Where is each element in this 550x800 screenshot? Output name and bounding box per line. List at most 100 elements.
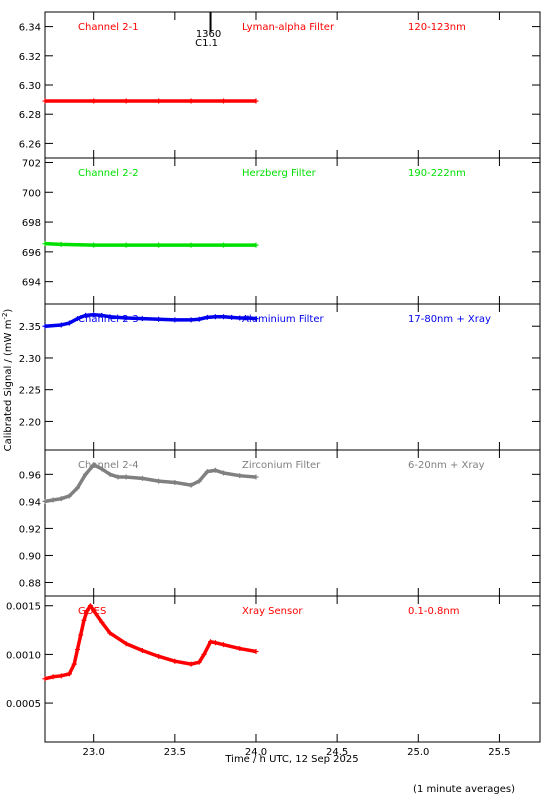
data-point [172,317,178,323]
data-point [156,316,162,322]
data-point [204,469,210,475]
data-point [221,642,227,648]
y-tick-label: 6.28 [19,110,41,121]
data-point [229,314,235,320]
y-tick-label: 0.0010 [6,650,41,661]
panel-frame [44,449,541,597]
channel-label: Channel 2-4 [78,460,139,471]
panel-3: 2.20 2.25 2.30 2.35 Channel 2-3 Aluminium Fil… [19,303,541,451]
channel-label: GOES [78,606,106,617]
data-point [42,323,48,329]
data-point [123,641,129,647]
y-tick-label: 6.34 [19,23,41,34]
range-label: 120-123nm [408,22,466,33]
data-point [99,312,105,318]
data-point [115,474,121,480]
x-tick-label: 25.5 [488,747,510,758]
filter-label: Aluminium Filter [242,314,325,325]
series-line [44,463,257,504]
y-axis-label: Calibrated Signal / (mW m-2) [1,309,14,452]
data-point [188,317,194,323]
y-tick-label: 694 [22,278,41,289]
data-point [212,467,218,473]
data-point [91,312,97,318]
data-point [87,603,93,609]
data-point [196,316,202,322]
y-tick-label: 2.20 [19,417,41,428]
data-point [237,646,243,652]
data-point [66,671,72,677]
data-point [58,673,64,679]
range-label: 0.1-0.8nm [408,606,460,617]
range-label: 17-80nm + Xray [408,314,491,325]
data-point [66,320,72,326]
data-point [156,653,162,659]
data-point [91,608,97,614]
x-tick-label: 24.5 [326,747,348,758]
y-tick-label: 0.96 [19,470,41,481]
panel-frame [44,157,541,305]
data-point [107,630,113,636]
channel-label: Channel 2-3 [78,314,139,325]
data-point [253,242,259,248]
x-tick-label: 23.5 [164,747,186,758]
panel-2: 694 696 698 700 702 Channel 2-2 Herzberg Filte… [22,157,541,305]
y-tick-label: 6.32 [19,52,41,63]
data-point [84,608,90,614]
y-tick-label: 698 [22,218,41,229]
data-point [188,242,194,248]
data-point [139,648,145,654]
y-tick-label: 0.0005 [6,699,41,710]
data-point [156,98,162,104]
data-point [245,315,251,321]
panel-1: 6.26 6.28 6.30 6.32 6.34 Channel 2-1 Lyman-alp… [19,11,541,159]
data-point [91,98,97,104]
data-point [123,474,129,480]
filter-label: Lyman-alpha Filter [242,22,335,33]
data-point [71,661,77,667]
data-point [196,659,202,665]
data-point [204,314,210,320]
data-point [50,674,56,680]
filter-label: Herzberg Filter [242,168,317,179]
data-point [253,474,259,480]
data-point [58,496,64,502]
data-point [188,661,194,667]
data-point [237,315,243,321]
data-point [123,98,129,104]
x-tick-label: 24.0 [245,747,267,758]
y-tick-label: 0.88 [19,578,41,589]
data-point [156,242,162,248]
data-point [139,475,145,481]
footnote: (1 minute averages) [413,784,515,795]
data-point [253,98,259,104]
y-tick-label: 2.30 [19,354,41,365]
data-point [83,471,89,477]
range-label: 6-20nm + Xray [408,460,485,471]
data-point [42,241,48,247]
series-line [44,603,257,681]
range-label: 190-222nm [408,168,466,179]
y-tick-label: 2.25 [19,386,41,397]
y-tick-label: 6.30 [19,81,41,92]
series-line [44,241,256,247]
y-tick-label: 0.92 [19,524,41,535]
data-point [42,498,48,504]
data-point [58,241,64,247]
y-tick-label: 2.35 [19,322,41,333]
panel-frame [44,595,541,743]
data-point [123,242,129,248]
filter-label: Xray Sensor [242,606,303,617]
y-axis-label-sup: -2 [1,313,9,320]
data-point [99,466,105,472]
data-point [212,640,218,646]
data-point [196,478,202,484]
data-point [83,312,89,318]
x-axis-label: Time / h UTC, 12 Sep 2025 [224,754,358,765]
channel-label: Channel 2-1 [78,22,139,33]
data-point [66,493,72,499]
panel-frame [44,11,541,159]
y-tick-label: 696 [22,248,41,259]
data-point [123,315,129,321]
